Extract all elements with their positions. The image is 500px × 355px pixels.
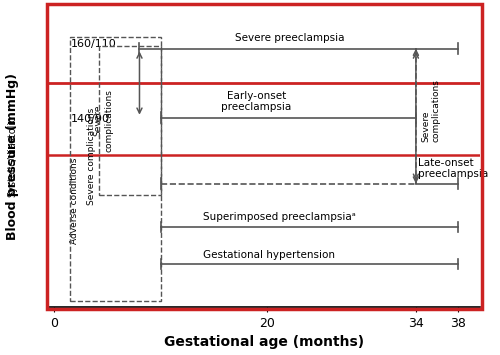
Text: Early-onset
preeclampsia: Early-onset preeclampsia	[222, 91, 292, 113]
Text: 160/110: 160/110	[70, 39, 116, 49]
Text: Systolic/diastolic: Systolic/diastolic	[8, 116, 18, 197]
Text: Late-onset
preeclampsia: Late-onset preeclampsia	[418, 158, 488, 179]
Bar	[70, 37, 160, 301]
Text: Superimposed preeclampsiaᵃ: Superimposed preeclampsiaᵃ	[204, 212, 356, 223]
Text: Severe preeclampsia: Severe preeclampsia	[235, 33, 344, 43]
X-axis label: Gestational age (months): Gestational age (months)	[164, 335, 364, 349]
Text: Adverse conditions: Adverse conditions	[70, 158, 79, 244]
Bar	[99, 46, 160, 195]
Text: Gestational hypertension: Gestational hypertension	[204, 250, 336, 260]
Text: Severe complications: Severe complications	[87, 108, 96, 205]
Y-axis label: Blood pressure (mmHg): Blood pressure (mmHg)	[6, 73, 18, 240]
Text: Severe
complications: Severe complications	[94, 89, 113, 152]
Text: 140/90: 140/90	[70, 114, 110, 124]
Text: Severe
complications: Severe complications	[421, 79, 440, 142]
